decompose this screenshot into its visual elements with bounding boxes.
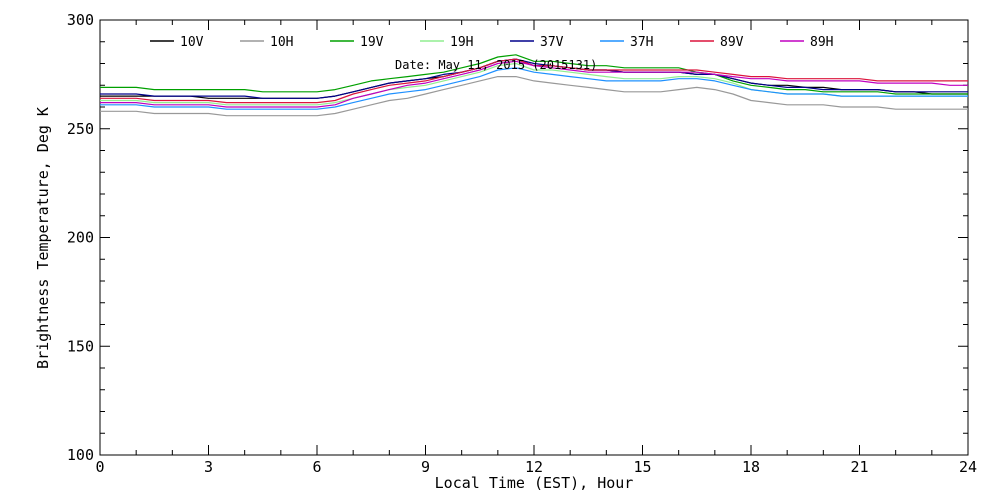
series-line-89h — [100, 60, 968, 108]
x-tick-label: 0 — [95, 458, 104, 476]
series-line-10h — [100, 75, 968, 117]
series-line-37h — [100, 67, 968, 110]
legend: 10V 10H 19V 19H 37V 37H 89V 89H — [150, 35, 833, 50]
x-tick-label: 12 — [525, 458, 543, 476]
x-tick-label: 6 — [312, 458, 321, 476]
y-tick-label: 150 — [67, 337, 94, 355]
series-line-37v — [100, 58, 968, 99]
legend-label-19h: 19H — [450, 35, 473, 50]
y-axis-label: Brightness Temperature, Deg K — [34, 107, 52, 369]
x-tick-label: 21 — [850, 458, 868, 476]
legend-label-37v: 37V — [540, 35, 564, 50]
series-line-19v — [100, 54, 968, 95]
plot-frame — [99, 19, 969, 456]
date-annotation: Date: May 11, 2015 (2015131) — [395, 58, 597, 72]
legend-label-10v: 10V — [180, 35, 204, 50]
legend-label-89h: 89H — [810, 35, 833, 50]
x-tick-label: 18 — [742, 458, 760, 476]
y-tick-label: 300 — [67, 11, 94, 29]
x-tick-label: 9 — [421, 458, 430, 476]
legend-label-37h: 37H — [630, 35, 653, 50]
axis-ticks: 100 150 200 250 300 0 3 6 9 12 15 18 21 24 — [67, 11, 977, 476]
x-tick-label: 24 — [959, 458, 977, 476]
y-tick-label: 200 — [67, 229, 94, 247]
legend-label-89v: 89V — [720, 35, 744, 50]
legend-label-10h: 10H — [270, 35, 293, 50]
legend-label-19v: 19V — [360, 35, 384, 50]
y-tick-label: 250 — [67, 120, 94, 138]
y-tick-label: 100 — [67, 446, 94, 464]
x-tick-label: 15 — [633, 458, 651, 476]
x-tick-label: 3 — [204, 458, 213, 476]
series-lines — [100, 54, 968, 117]
x-axis-label: Local Time (EST), Hour — [435, 474, 634, 492]
